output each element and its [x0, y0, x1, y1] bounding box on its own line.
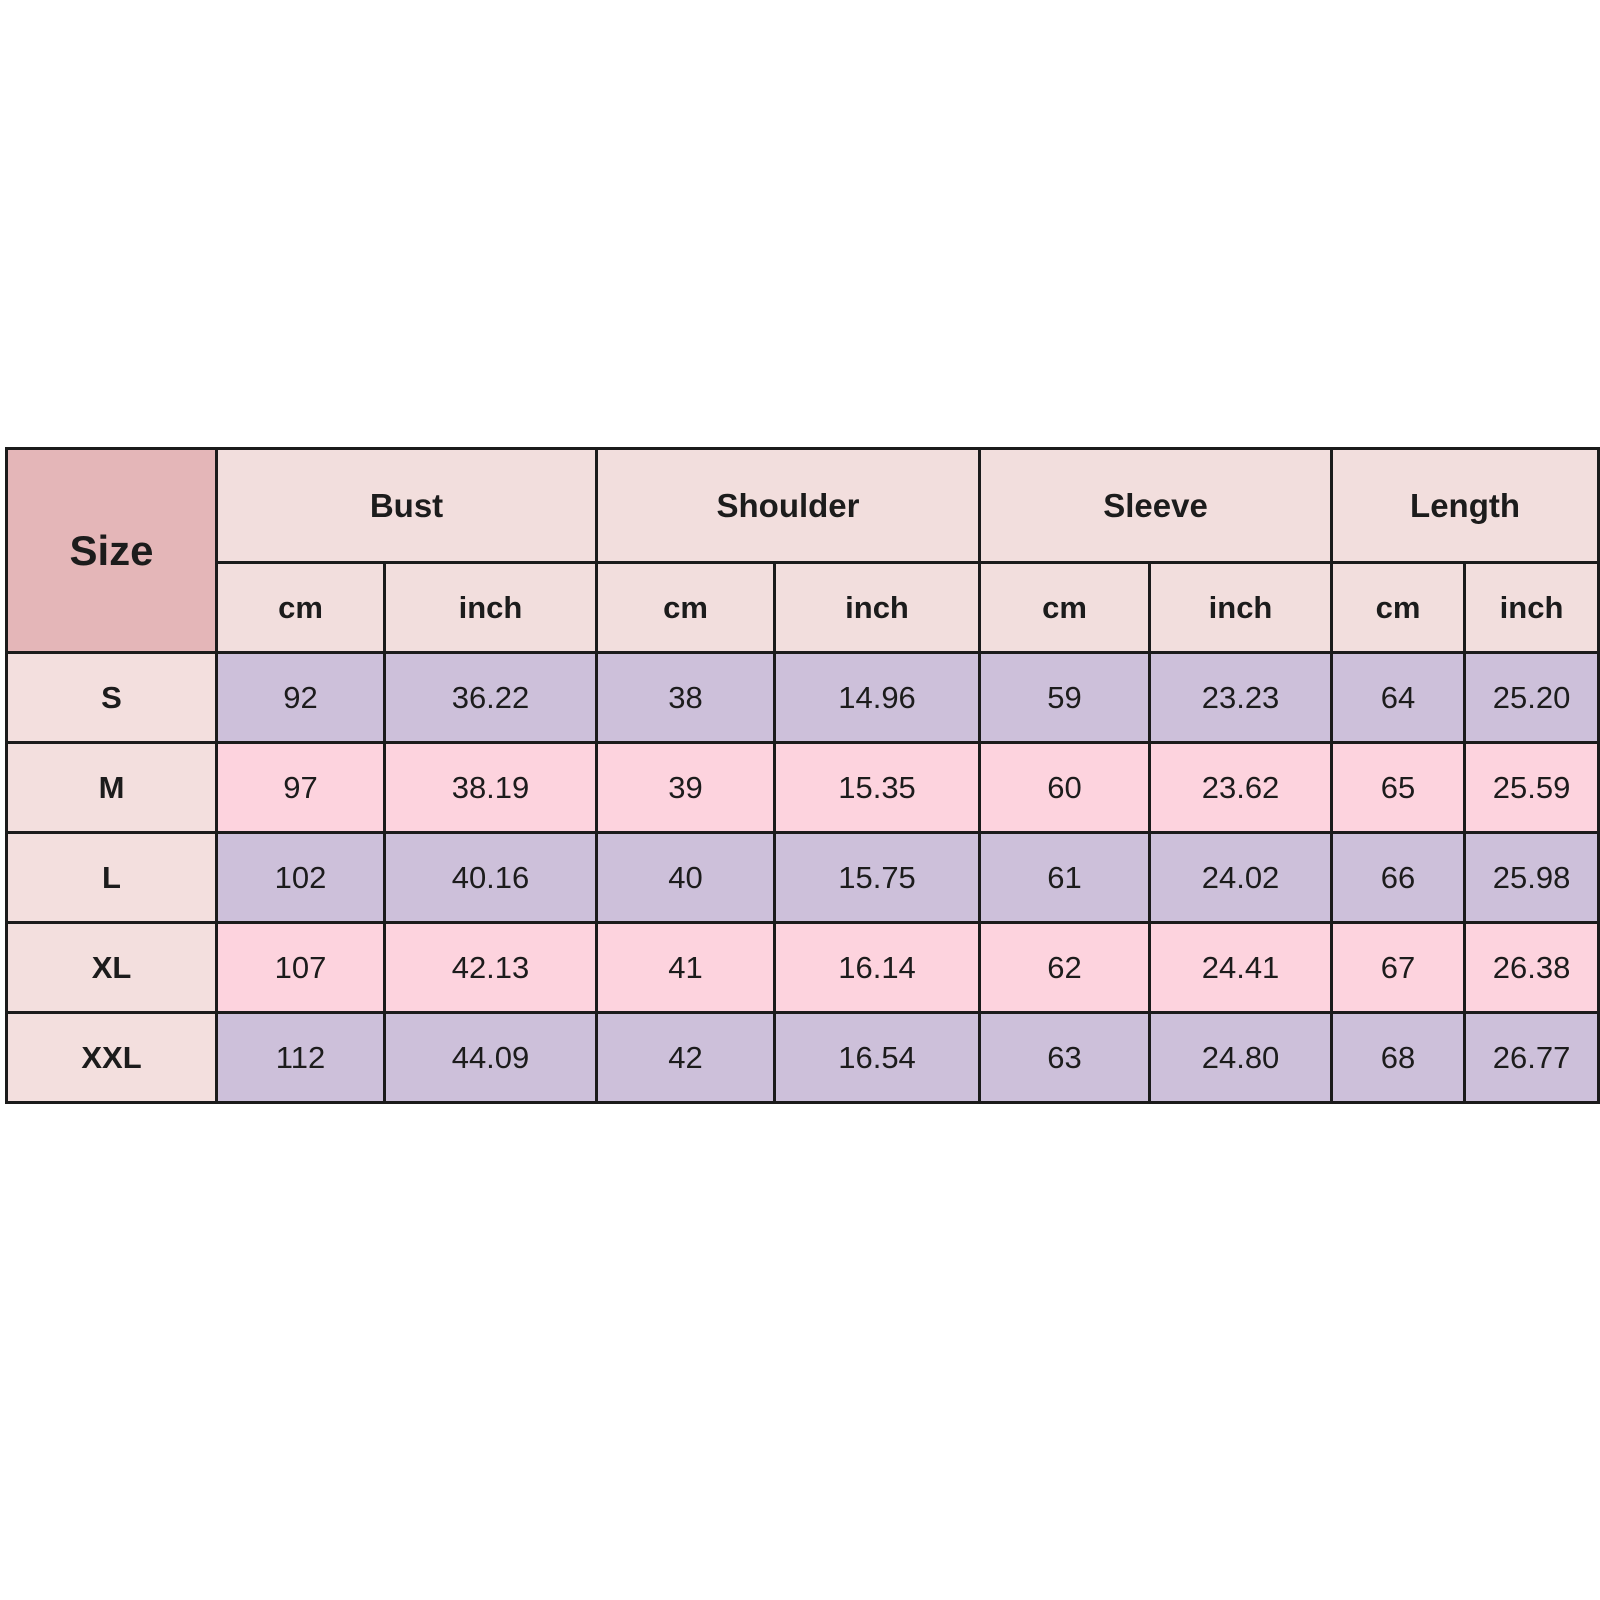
- cell-bust-inch: 44.09: [383, 1011, 598, 1104]
- cell-length-inch: 25.20: [1463, 651, 1600, 744]
- col-group-bust: Bust: [215, 447, 598, 564]
- cell-sleeve-cm: 60: [978, 741, 1152, 834]
- cell-sleeve-inch: 24.41: [1148, 921, 1334, 1014]
- unit-header-sleeve-cm: cm: [978, 561, 1152, 654]
- cell-bust-cm: 102: [215, 831, 386, 924]
- cell-length-inch: 26.38: [1463, 921, 1600, 1014]
- size-label: XXL: [5, 1011, 218, 1104]
- header-row-groups: Size Bust Shoulder Sleeve Length: [5, 447, 1600, 654]
- cell-sleeve-inch: 24.02: [1148, 831, 1334, 924]
- col-group-sleeve: Sleeve: [978, 447, 1334, 564]
- cell-bust-cm: 92: [215, 651, 386, 744]
- cell-shoulder-inch: 15.35: [772, 741, 982, 834]
- cell-shoulder-inch: 15.75: [772, 831, 982, 924]
- size-label: L: [5, 831, 218, 924]
- table-row-l: L 102 40.16 40 15.75 61 24.02 66 25.98: [5, 831, 1600, 924]
- cell-bust-inch: 36.22: [383, 651, 598, 744]
- cell-length-inch: 25.98: [1463, 831, 1600, 924]
- cell-sleeve-inch: 23.62: [1148, 741, 1334, 834]
- table-row-m: M 97 38.19 39 15.35 60 23.62 65 25.59: [5, 741, 1600, 834]
- cell-length-cm: 64: [1330, 651, 1467, 744]
- cell-shoulder-inch: 16.54: [772, 1011, 982, 1104]
- cell-bust-cm: 112: [215, 1011, 386, 1104]
- col-group-length: Length: [1330, 447, 1600, 564]
- unit-header-bust-cm: cm: [215, 561, 386, 654]
- col-group-shoulder: Shoulder: [594, 447, 982, 564]
- cell-length-inch: 25.59: [1463, 741, 1600, 834]
- unit-header-length-inch: inch: [1463, 561, 1600, 654]
- size-chart-table: Size Bust Shoulder Sleeve Length cm inch…: [5, 447, 1600, 1104]
- table-row-xxl: XXL 112 44.09 42 16.54 63 24.80 68 26.77: [5, 1011, 1600, 1104]
- unit-header-length-cm: cm: [1330, 561, 1467, 654]
- size-chart: Size Bust Shoulder Sleeve Length cm inch…: [5, 447, 1600, 1104]
- cell-sleeve-inch: 23.23: [1148, 651, 1334, 744]
- cell-bust-inch: 42.13: [383, 921, 598, 1014]
- unit-header-sleeve-inch: inch: [1148, 561, 1334, 654]
- cell-shoulder-cm: 42: [595, 1011, 776, 1104]
- cell-shoulder-cm: 41: [595, 921, 776, 1014]
- unit-header-shoulder-inch: inch: [772, 561, 982, 654]
- size-label: XL: [5, 921, 218, 1014]
- cell-length-cm: 68: [1330, 1011, 1467, 1104]
- cell-length-cm: 66: [1330, 831, 1467, 924]
- size-corner-header: Size: [5, 447, 218, 654]
- unit-header-bust-inch: inch: [383, 561, 598, 654]
- cell-length-cm: 67: [1330, 921, 1467, 1014]
- cell-length-cm: 65: [1330, 741, 1467, 834]
- cell-bust-inch: 40.16: [383, 831, 598, 924]
- cell-shoulder-cm: 40: [595, 831, 776, 924]
- cell-sleeve-cm: 62: [978, 921, 1152, 1014]
- cell-shoulder-inch: 14.96: [772, 651, 982, 744]
- cell-sleeve-inch: 24.80: [1148, 1011, 1334, 1104]
- table-row-s: S 92 36.22 38 14.96 59 23.23 64 25.20: [5, 651, 1600, 744]
- cell-shoulder-cm: 39: [595, 741, 776, 834]
- cell-sleeve-cm: 61: [978, 831, 1152, 924]
- size-label: S: [5, 651, 218, 744]
- cell-sleeve-cm: 63: [978, 1011, 1152, 1104]
- cell-bust-inch: 38.19: [383, 741, 598, 834]
- size-label: M: [5, 741, 218, 834]
- cell-sleeve-cm: 59: [978, 651, 1152, 744]
- cell-shoulder-cm: 38: [595, 651, 776, 744]
- cell-bust-cm: 107: [215, 921, 386, 1014]
- cell-shoulder-inch: 16.14: [772, 921, 982, 1014]
- table-row-xl: XL 107 42.13 41 16.14 62 24.41 67 26.38: [5, 921, 1600, 1014]
- header-row-units: cm inch cm inch cm inch cm inch: [7, 561, 1600, 654]
- cell-length-inch: 26.77: [1463, 1011, 1600, 1104]
- unit-header-shoulder-cm: cm: [595, 561, 776, 654]
- cell-bust-cm: 97: [215, 741, 386, 834]
